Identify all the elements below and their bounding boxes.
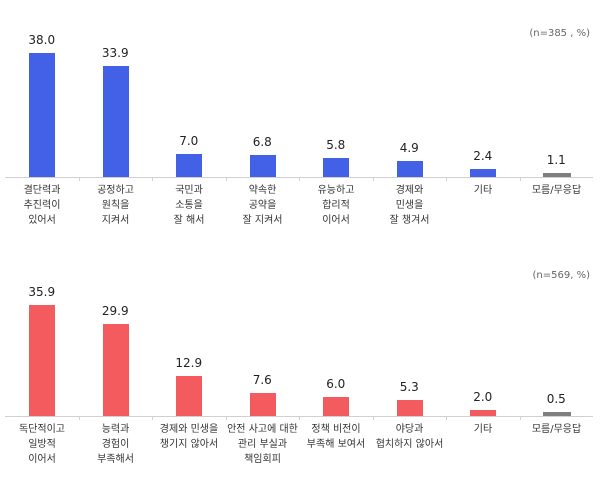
category-label: 국민과 소통을 잘 해서 bbox=[173, 185, 205, 226]
category-label: 결단력과 추진력이 있어서 bbox=[23, 185, 61, 226]
axis-tick bbox=[78, 416, 80, 420]
value-label: 5.3 bbox=[399, 379, 419, 394]
category-label: 안전 사고에 대한 관리 부실과 책임회피 bbox=[227, 424, 298, 465]
bar bbox=[102, 66, 129, 177]
category-label: 기타 bbox=[473, 185, 493, 196]
bar bbox=[249, 392, 276, 416]
value-label: 12.9 bbox=[175, 356, 203, 371]
category-label: 능력과 경험이 부족해서 bbox=[97, 424, 134, 465]
axis-tick bbox=[519, 416, 521, 420]
category-label: 독단적이고 일방적 이어서 bbox=[19, 424, 65, 465]
category-label: 정책 비전이 부족해 보여서 bbox=[306, 424, 366, 450]
value-label: 4.9 bbox=[399, 141, 419, 155]
axis-tick bbox=[446, 416, 447, 420]
value-label: 0.5 bbox=[546, 392, 566, 406]
axis-tick bbox=[446, 177, 447, 181]
value-label: 29.9 bbox=[101, 303, 129, 318]
value-label: 6.0 bbox=[326, 377, 346, 392]
axis-tick bbox=[152, 177, 153, 181]
category-label: 약속한 공약을 잘 지켜서 bbox=[242, 185, 283, 226]
bar bbox=[396, 161, 423, 177]
value-label: 7.6 bbox=[252, 372, 272, 387]
category-label: 기타 bbox=[473, 424, 493, 435]
bar bbox=[176, 154, 202, 177]
bar bbox=[249, 154, 276, 177]
sample-size-note: (n=385 , %) bbox=[529, 28, 590, 39]
axis-tick bbox=[519, 177, 521, 181]
category-label: 공정하고 원칙을 지켜서 bbox=[97, 185, 134, 226]
bar bbox=[542, 412, 571, 416]
category-label: 경제와 민생을 챙기지 않아서 bbox=[159, 424, 219, 450]
category-label: 야당과 협치하지 않아서 bbox=[375, 424, 444, 450]
category-label: 경제와 민생을 잘 챙겨서 bbox=[389, 185, 430, 226]
bar bbox=[396, 399, 423, 416]
axis-tick bbox=[152, 416, 153, 420]
sample-size-note: (n=569, %) bbox=[532, 270, 590, 281]
category-label: 모름/무응답 bbox=[531, 424, 582, 435]
bar bbox=[470, 409, 496, 416]
bar bbox=[29, 305, 55, 416]
bar bbox=[29, 53, 55, 177]
value-label: 1.1 bbox=[546, 153, 566, 167]
axis-tick bbox=[372, 416, 374, 420]
axis-tick bbox=[225, 177, 227, 181]
bar bbox=[102, 323, 129, 416]
bar bbox=[323, 158, 349, 177]
value-label: 5.8 bbox=[326, 138, 346, 153]
axis-tick bbox=[299, 177, 300, 181]
value-label: 6.8 bbox=[252, 134, 272, 149]
value-label: 7.0 bbox=[179, 134, 199, 149]
value-label: 35.9 bbox=[28, 285, 56, 299]
category-label: 유능하고 합리적 이어서 bbox=[317, 185, 355, 226]
positive-evaluation-chart: (n=385 , %) 38.0 결단력과 추진력이 있어서 33.9 공정하고 원칙… bbox=[5, 28, 593, 226]
value-label: 2.4 bbox=[473, 149, 493, 164]
category-label: 모름/무응답 bbox=[531, 185, 582, 196]
bar bbox=[176, 376, 202, 416]
bar bbox=[470, 169, 496, 177]
bar bbox=[542, 173, 571, 177]
axis-tick bbox=[225, 416, 227, 420]
axis-tick bbox=[372, 177, 374, 181]
axis-tick bbox=[78, 177, 80, 181]
axis-tick bbox=[299, 416, 300, 420]
value-label: 38.0 bbox=[28, 33, 56, 47]
bar bbox=[323, 397, 349, 416]
value-label: 33.9 bbox=[101, 46, 129, 61]
value-label: 2.0 bbox=[473, 389, 493, 404]
